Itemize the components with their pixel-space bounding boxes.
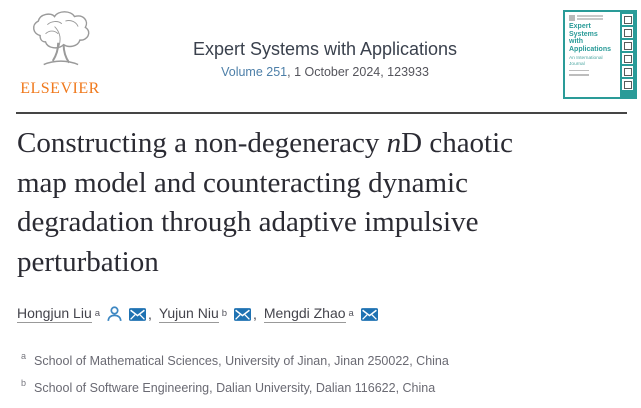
journal-title-link[interactable]: Expert Systems with Applications <box>192 39 458 59</box>
cover-icon <box>622 27 633 38</box>
cover-icon <box>622 79 633 90</box>
cover-journal-subtitle: An International Journal <box>569 56 603 67</box>
author-separator: , <box>253 306 261 322</box>
cover-icon <box>622 14 633 25</box>
author-link[interactable]: Mengdi Zhao <box>263 305 346 323</box>
cover-icon <box>622 40 633 51</box>
affiliation-item: a School of Mathematical Sciences, Univer… <box>21 346 449 373</box>
affiliation-list: a School of Mathematical Sciences, Univer… <box>21 346 449 400</box>
publisher-name: ELSEVIER <box>20 80 100 97</box>
author-separator: , <box>148 306 156 322</box>
cover-icon-strip <box>620 12 635 97</box>
journal-meta: Volume 251, 1 October 2024, 123933 <box>150 63 500 82</box>
author-list: Hongjun Liu a , Yujun Niu b , <box>17 305 378 323</box>
article-title-line: perturbation <box>17 245 159 278</box>
affiliation-sup: b <box>21 378 27 389</box>
cover-publisher-mark <box>569 15 575 21</box>
article-title-line: Constructing a non-degeneracy nD chaotic <box>17 127 514 159</box>
journal-cover-thumbnail[interactable]: Expert Systems with Applications An Inte… <box>563 10 637 99</box>
volume-issue-link[interactable]: Volume 251 <box>221 65 288 79</box>
author-affil-sup: b <box>221 307 228 319</box>
affiliation-text: School of Mathematical Sciences, Univers… <box>34 354 449 369</box>
article-title-line: degradation through adaptive impulsive <box>17 206 479 238</box>
affiliation-sup: a <box>21 351 27 361</box>
journal-header: Expert Systems with Applications Volume … <box>150 38 500 82</box>
cover-icon <box>622 66 633 77</box>
elsevier-tree-icon <box>33 11 90 66</box>
author-affil-sup: a <box>348 307 354 319</box>
header-divider <box>16 112 627 114</box>
email-author-icon[interactable] <box>360 307 378 321</box>
affiliation-text: School of Software Engineering, Dalian U… <box>34 381 436 396</box>
email-author-icon[interactable] <box>129 307 147 321</box>
cover-editor-text <box>569 69 618 76</box>
cover-journal-title: Expert Systems with Applications <box>569 23 612 53</box>
email-author-icon[interactable] <box>234 307 252 321</box>
cover-icon <box>622 53 633 64</box>
article-title: Constructing a non-degeneracy nD chaotic… <box>17 124 629 282</box>
cover-header-text <box>577 15 603 21</box>
elsevier-logo[interactable]: ELSEVIER <box>14 8 106 98</box>
author-link[interactable]: Hongjun Liu <box>17 305 92 323</box>
cover-content: Expert Systems with Applications An Inte… <box>565 12 620 97</box>
author-link[interactable]: Yujun Niu <box>158 305 219 323</box>
author-profile-icon[interactable] <box>107 306 122 322</box>
journal-meta-rest: , 1 October 2024, 123933 <box>287 65 429 79</box>
author-affil-sup: a <box>94 307 101 319</box>
affiliation-item: b School of Software Engineering, Dalian … <box>21 373 449 400</box>
article-title-line: map model and counteracting dynamic <box>17 166 468 199</box>
